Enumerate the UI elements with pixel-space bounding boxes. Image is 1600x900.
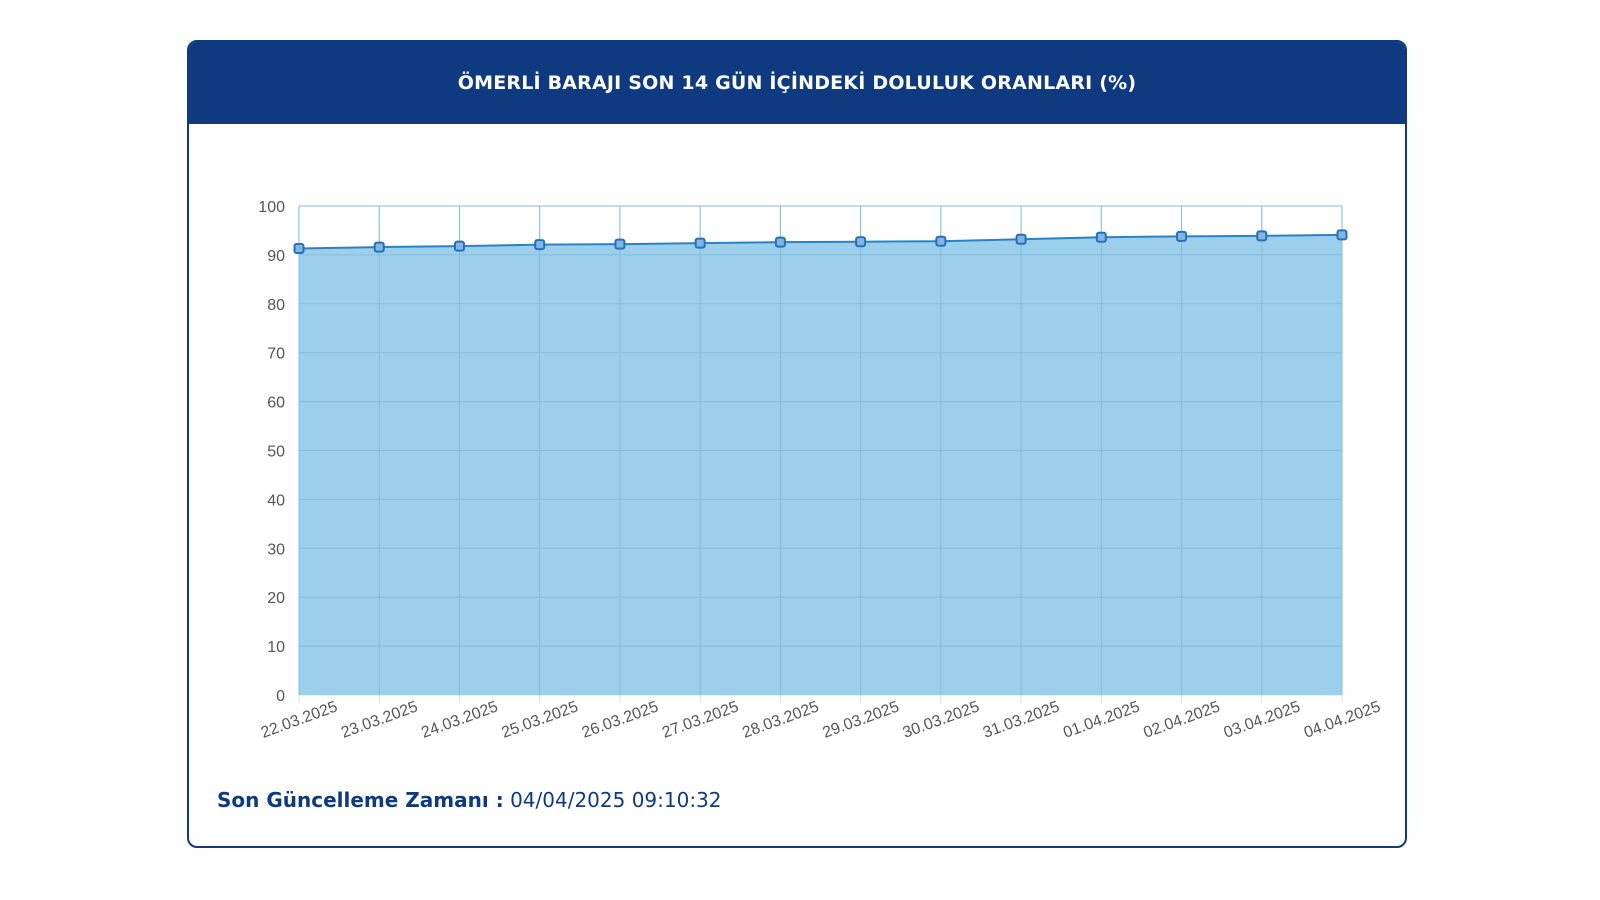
chart-title: ÖMERLİ BARAJI SON 14 GÜN İÇİNDEKİ DOLULU…: [457, 72, 1137, 94]
y-tick-label: 30: [267, 541, 285, 558]
y-tick-label: 100: [258, 199, 285, 216]
data-point[interactable]: [1256, 230, 1268, 242]
data-point[interactable]: [614, 238, 626, 250]
y-tick-label: 10: [267, 639, 285, 656]
data-point[interactable]: [1095, 231, 1107, 243]
x-tick-label: 26.03.2025: [580, 698, 661, 741]
data-point[interactable]: [855, 236, 867, 248]
chart-plot: 0 10 20 30 40 50 60 70 80 90 100 22.03.2025 23.03.2…: [258, 199, 1383, 742]
x-tick-label: 01.04.2025: [1061, 698, 1142, 741]
x-tick-label: 23.03.2025: [339, 698, 420, 741]
data-point[interactable]: [1336, 229, 1348, 241]
x-tick-label: 02.04.2025: [1141, 698, 1222, 741]
data-point[interactable]: [534, 239, 546, 251]
x-tick-label: 27.03.2025: [660, 698, 741, 741]
last-update-label: Son Güncelleme Zamanı :: [217, 788, 504, 812]
card-header: ÖMERLİ BARAJI SON 14 GÜN İÇİNDEKİ DOLULU…: [189, 42, 1405, 124]
x-tick-label: 29.03.2025: [820, 698, 901, 741]
series-line: [298, 233, 1343, 250]
x-tick-label: 28.03.2025: [740, 698, 821, 741]
last-update: Son Güncelleme Zamanı : 04/04/2025 09:10…: [217, 788, 722, 812]
y-axis: 0 10 20 30 40 50 60 70 80 90 100: [258, 199, 285, 705]
data-point[interactable]: [935, 235, 947, 247]
data-point[interactable]: [293, 243, 305, 255]
y-tick-label: 40: [267, 492, 285, 509]
y-tick-label: 50: [267, 444, 285, 461]
x-tick-label: 03.04.2025: [1222, 698, 1303, 741]
data-point[interactable]: [1176, 230, 1188, 242]
y-tick-label: 70: [267, 346, 285, 363]
chart-card: ÖMERLİ BARAJI SON 14 GÜN İÇİNDEKİ DOLULU…: [187, 40, 1407, 848]
y-tick-label: 20: [267, 590, 285, 607]
data-markers: [293, 229, 1348, 255]
data-point[interactable]: [1015, 233, 1027, 245]
x-axis: 22.03.2025 23.03.2025 24.03.2025 25.03.2025…: [259, 698, 1383, 741]
data-point[interactable]: [453, 240, 465, 252]
x-tick-label: 31.03.2025: [981, 698, 1062, 741]
y-tick-label: 60: [267, 395, 285, 412]
area-series: [298, 205, 1343, 695]
last-update-value: 04/04/2025 09:10:32: [510, 788, 722, 812]
data-point[interactable]: [694, 237, 706, 249]
x-tick-label: 30.03.2025: [901, 698, 982, 741]
x-tick-label: 22.03.2025: [259, 698, 340, 741]
x-tick-label: 25.03.2025: [499, 698, 580, 741]
x-tick-label: 04.04.2025: [1302, 698, 1383, 741]
y-tick-label: 90: [267, 248, 285, 265]
area-fill: [299, 234, 1342, 695]
y-tick-label: 0: [276, 688, 285, 705]
y-tick-label: 80: [267, 297, 285, 314]
data-point[interactable]: [774, 236, 786, 248]
x-tick-label: 24.03.2025: [419, 698, 500, 741]
data-point[interactable]: [373, 241, 385, 253]
